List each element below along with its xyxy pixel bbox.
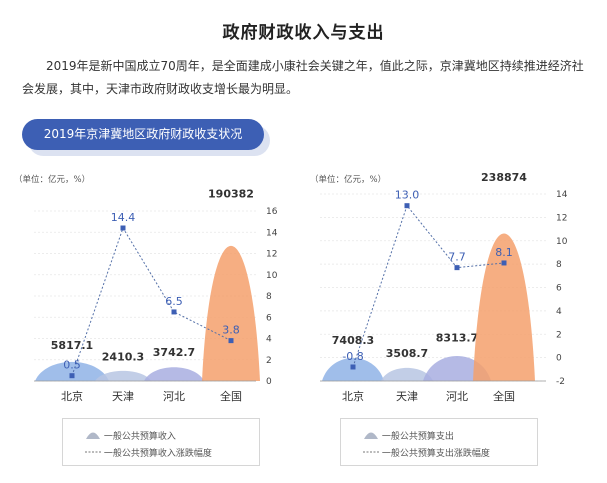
area-shape	[322, 358, 384, 381]
x-category-label: 天津	[396, 390, 418, 403]
rate-value-label: 14.4	[111, 211, 136, 224]
rate-marker	[228, 338, 234, 344]
expenditure-chart-svg: （单位：亿元，%） -2 0 2 4 6 8 10 12 14 7408.3 3508.7 8313.7…	[310, 171, 568, 403]
y2-tick-label: 14	[266, 228, 278, 238]
rate-marker	[454, 265, 460, 271]
unit-label: （单位：亿元，%）	[14, 174, 90, 185]
y2-tick-label: 6	[266, 313, 272, 323]
area-shape	[473, 233, 535, 381]
rate-value-label: 3.8	[222, 324, 240, 337]
rate-value-label: 8.1	[495, 246, 513, 259]
area-shape	[35, 361, 109, 381]
x-category-label: 北京	[61, 389, 83, 403]
x-category-label: 河北	[163, 390, 185, 403]
y2-tick-label: 12	[556, 213, 567, 223]
rate-marker	[501, 260, 507, 266]
area-shape	[202, 245, 260, 381]
area-shape	[95, 370, 151, 381]
legend-line-entry: 一般公共预算收入涨跌幅度	[85, 446, 212, 459]
y2-tick-label: 0	[266, 377, 272, 387]
rate-marker	[350, 364, 356, 370]
legend-area-label: 一般公共预算收入	[103, 432, 176, 442]
y2-tick-label: 10	[266, 271, 278, 281]
intro-paragraph: 2019年是新中国成立70周年，是全面建成小康社会关键之年，值此之际，京津冀地区…	[22, 59, 584, 96]
y2-tick-label: 8	[266, 292, 272, 302]
rate-marker	[69, 373, 75, 379]
area-value-label: 3508.7	[386, 347, 428, 360]
rate-marker	[120, 225, 126, 231]
area-value-label: 5817.1	[51, 339, 93, 352]
revenue-chart-svg: （单位：亿元，%） 0 2 4 6 8 10 12 14 16 5817.1 2410.3 3742.7…	[14, 174, 278, 403]
section-banner: 2019年京津冀地区政府财政收支状况	[22, 119, 264, 150]
y2-tick-label: 6	[556, 284, 562, 294]
y2-tick-label: 4	[266, 335, 272, 345]
y2-tick-label: 4	[556, 307, 562, 317]
legend-area-label: 一般公共预算支出	[381, 432, 454, 442]
y2-tick-label: 2	[556, 330, 562, 340]
legend-line-label: 一般公共预算支出涨跌幅度	[381, 449, 490, 459]
rate-value-label: 0.5	[63, 359, 81, 372]
area-shape	[381, 367, 433, 381]
expenditure-chart: （单位：亿元，%） -2 0 2 4 6 8 10 12 14 7408.3 3508.7 8313.7…	[308, 168, 598, 473]
x-category-label: 天津	[112, 390, 134, 403]
rate-value-label: 6.5	[165, 295, 183, 308]
legend-area-entry: 一般公共预算支出	[363, 429, 454, 442]
area-value-label: 190382	[208, 187, 254, 200]
area-value-label: 3742.7	[153, 346, 195, 359]
y2-tick-label: 10	[556, 237, 568, 247]
rate-value-label: -0.8	[342, 350, 363, 363]
x-category-label: 全国	[220, 389, 242, 403]
expenditure-legend: 一般公共预算支出 一般公共预算支出涨跌幅度	[340, 418, 538, 466]
rate-value-label: 13.0	[395, 189, 420, 202]
area-value-label: 2410.3	[102, 351, 144, 364]
legend-area-swatch	[364, 432, 378, 439]
legend-line-entry: 一般公共预算支出涨跌幅度	[363, 446, 490, 459]
legend-area-swatch	[86, 432, 100, 439]
rate-marker	[171, 309, 177, 315]
unit-label: （单位：亿元，%）	[310, 174, 386, 185]
legend-line-label: 一般公共预算收入涨跌幅度	[103, 449, 212, 459]
area-shape	[144, 367, 204, 381]
x-category-label: 河北	[446, 390, 468, 403]
page-title: 政府财政收入与支出	[222, 23, 385, 43]
y2-tick-label: 14	[556, 190, 568, 200]
x-category-label: 北京	[342, 389, 364, 403]
y2-tick-label: 2	[266, 356, 272, 366]
legend-line-swatch	[363, 451, 379, 453]
area-value-label: 7408.3	[332, 334, 374, 347]
y2-tick-label: 0	[556, 354, 562, 364]
rate-value-label: 7.7	[448, 251, 466, 264]
x-category-label: 全国	[493, 389, 515, 403]
rate-line	[352, 204, 505, 368]
legend-line-swatch	[85, 451, 101, 453]
legend-area-entry: 一般公共预算收入	[85, 429, 176, 442]
revenue-legend: 一般公共预算收入 一般公共预算收入涨跌幅度	[62, 418, 260, 466]
y2-tick-label: 12	[266, 250, 277, 260]
rate-line	[71, 226, 232, 376]
rate-marker	[404, 203, 410, 209]
area-value-label: 238874	[481, 171, 527, 184]
area-value-label: 8313.7	[436, 331, 478, 344]
y2-tick-label: 16	[266, 207, 278, 217]
revenue-chart: （单位：亿元，%） 0 2 4 6 8 10 12 14 16 5817.1 2410.3 3742.7…	[12, 168, 292, 473]
y2-tick-label: 8	[556, 260, 562, 270]
y2-tick-label: -2	[556, 377, 565, 387]
